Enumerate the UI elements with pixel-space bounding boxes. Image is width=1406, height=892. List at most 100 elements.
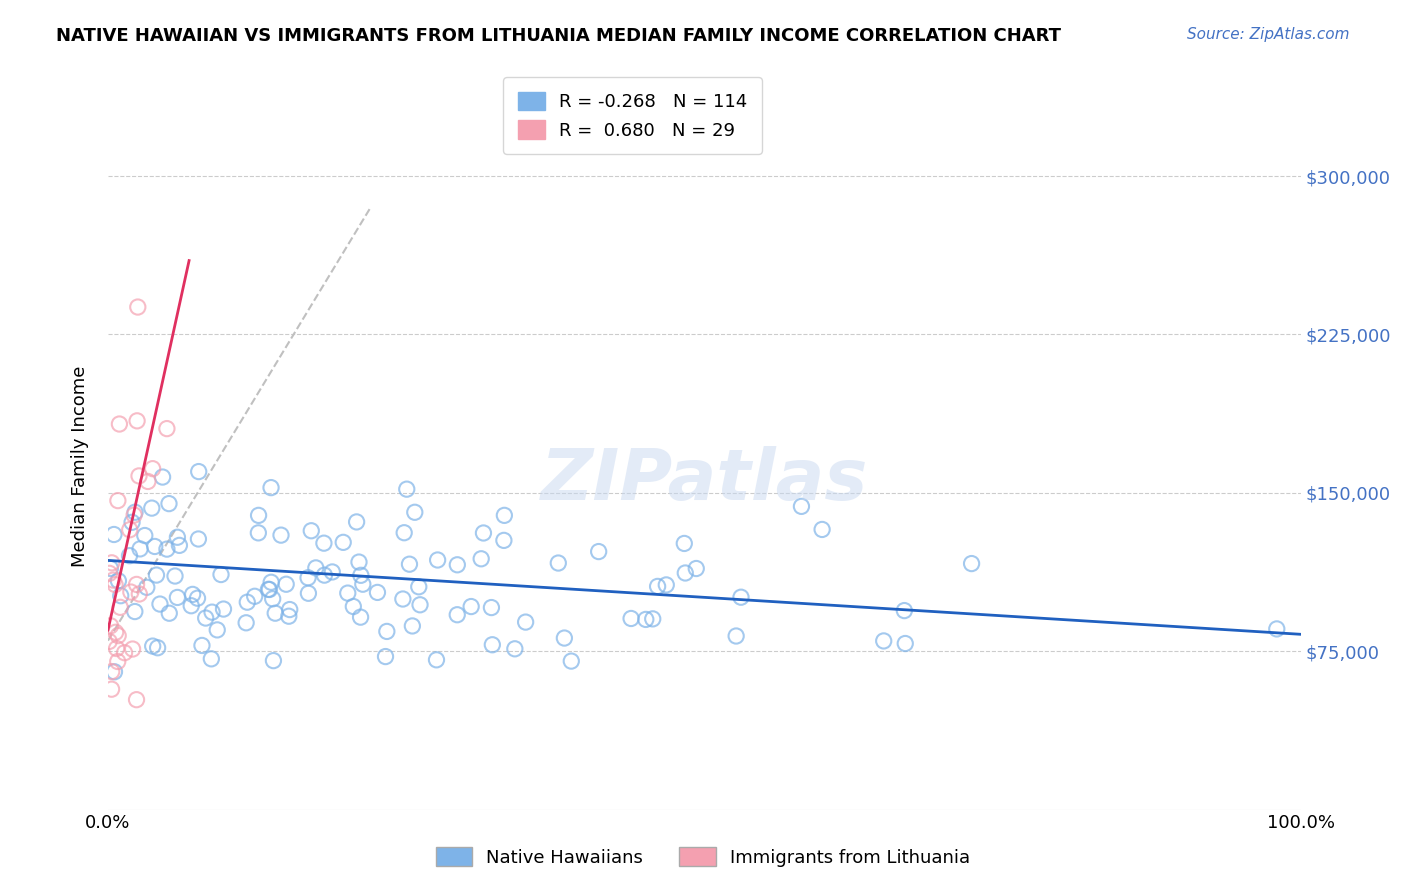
Point xyxy=(342,599,364,614)
Point xyxy=(152,470,174,484)
Point xyxy=(494,508,516,523)
Point xyxy=(375,624,398,639)
Point xyxy=(142,461,165,475)
Point xyxy=(553,631,575,645)
Point xyxy=(128,469,150,483)
Point xyxy=(129,541,152,556)
Point xyxy=(409,598,432,612)
Point xyxy=(100,556,122,570)
Point xyxy=(893,604,915,618)
Point xyxy=(1265,622,1288,636)
Point xyxy=(100,682,122,697)
Point xyxy=(260,481,283,495)
Point xyxy=(350,568,373,582)
Point xyxy=(108,417,131,431)
Point xyxy=(157,606,180,620)
Point xyxy=(194,611,217,625)
Point xyxy=(446,558,468,572)
Point xyxy=(128,587,150,601)
Point xyxy=(312,536,335,550)
Point xyxy=(270,528,292,542)
Point xyxy=(247,508,270,523)
Point xyxy=(142,639,165,653)
Point xyxy=(264,606,287,620)
Point xyxy=(560,654,582,668)
Point xyxy=(107,574,129,588)
Point xyxy=(100,665,122,679)
Point xyxy=(314,568,336,582)
Point xyxy=(118,549,141,563)
Point xyxy=(347,555,370,569)
Point xyxy=(374,649,396,664)
Point xyxy=(790,500,813,514)
Point xyxy=(127,414,149,428)
Point xyxy=(127,300,149,314)
Point xyxy=(620,611,643,625)
Point xyxy=(191,639,214,653)
Point xyxy=(730,591,752,605)
Point xyxy=(481,638,503,652)
Point xyxy=(515,615,537,629)
Point xyxy=(352,577,374,591)
Point xyxy=(547,556,569,570)
Point xyxy=(212,602,235,616)
Point xyxy=(118,523,141,537)
Point xyxy=(346,515,368,529)
Point xyxy=(470,551,492,566)
Point xyxy=(673,536,696,550)
Point xyxy=(108,600,131,615)
Point xyxy=(588,544,610,558)
Point xyxy=(247,525,270,540)
Point xyxy=(404,505,426,519)
Point xyxy=(481,600,503,615)
Point xyxy=(134,528,156,542)
Point xyxy=(103,665,125,679)
Point xyxy=(125,577,148,591)
Point xyxy=(187,532,209,546)
Point xyxy=(135,580,157,594)
Point xyxy=(297,586,319,600)
Point xyxy=(276,577,298,591)
Point xyxy=(641,612,664,626)
Point xyxy=(260,575,283,590)
Point xyxy=(157,497,180,511)
Point xyxy=(235,615,257,630)
Point xyxy=(136,475,159,489)
Point xyxy=(98,566,121,581)
Point xyxy=(110,589,132,603)
Point xyxy=(960,557,983,571)
Point xyxy=(259,582,281,597)
Point xyxy=(104,577,127,591)
Point xyxy=(200,652,222,666)
Point xyxy=(634,612,657,626)
Point xyxy=(243,589,266,603)
Point xyxy=(125,692,148,706)
Point xyxy=(503,641,526,656)
Point xyxy=(349,610,371,624)
Point xyxy=(262,591,284,606)
Point xyxy=(104,625,127,640)
Text: ZIPatlas: ZIPatlas xyxy=(541,446,868,515)
Point xyxy=(180,599,202,613)
Point xyxy=(336,586,359,600)
Point xyxy=(426,553,449,567)
Point xyxy=(141,501,163,516)
Point xyxy=(655,578,678,592)
Point xyxy=(124,505,146,519)
Point xyxy=(100,619,122,633)
Point xyxy=(873,634,896,648)
Point xyxy=(811,523,834,537)
Point xyxy=(124,605,146,619)
Point xyxy=(107,655,129,669)
Point xyxy=(685,561,707,575)
Point xyxy=(163,569,186,583)
Point xyxy=(257,582,280,597)
Point xyxy=(143,540,166,554)
Point xyxy=(446,607,468,622)
Point xyxy=(236,595,259,609)
Point xyxy=(647,579,669,593)
Point xyxy=(107,493,129,508)
Point xyxy=(321,565,343,579)
Point xyxy=(277,609,299,624)
Point xyxy=(408,580,430,594)
